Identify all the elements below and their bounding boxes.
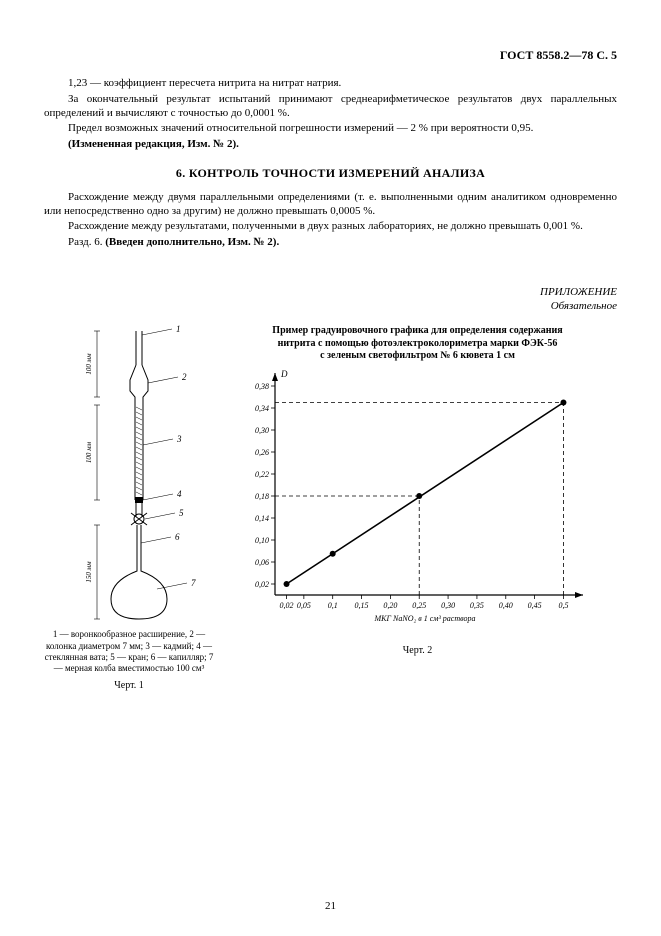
svg-text:150 мм: 150 мм [85,561,93,583]
text-limit: Предел возможных значений относительной … [44,122,617,136]
svg-text:0,20: 0,20 [383,601,397,610]
svg-text:0,1: 0,1 [327,601,337,610]
svg-text:3: 3 [176,434,182,444]
svg-text:0,15: 0,15 [354,601,368,610]
page-number: 21 [0,900,661,914]
section-6-title: 6. КОНТРОЛЬ ТОЧНОСТИ ИЗМЕРЕНИЙ АНАЛИЗА [44,166,617,181]
svg-text:0,06: 0,06 [255,558,269,567]
appendix-title: ПРИЛОЖЕНИЕ [44,286,617,300]
text-amend2-plain: Разд. 6. [68,236,105,248]
svg-text:0,5: 0,5 [558,601,568,610]
figure-2-title-l1: Пример градуировочного графика для опред… [272,325,562,336]
figure-2-label: Черт. 2 [218,645,617,658]
figures-row: 100 мм 100 мм 150 мм 1 2 3 4 5 6 7 1 — воронкообр… [44,325,617,693]
svg-text:D: D [280,369,288,379]
svg-text:6: 6 [175,532,180,542]
text-amend1: (Измененная редакция, Изм. № 2). [44,138,617,152]
page-header: ГОСТ 8558.2—78 С. 5 [44,48,617,63]
svg-text:0,34: 0,34 [255,404,269,413]
svg-text:0,18: 0,18 [255,492,269,501]
svg-text:2: 2 [182,372,187,382]
text-diff1: Расхождение между двумя параллельными оп… [44,191,617,219]
figure-2-title: Пример градуировочного графика для опред… [218,325,617,363]
text-amend2-bold: (Введен дополнительно, Изм. № 2). [105,236,279,248]
svg-text:5: 5 [179,508,184,518]
svg-text:100 мм: 100 мм [85,442,93,464]
svg-text:0,38: 0,38 [255,382,269,391]
svg-text:1: 1 [176,325,181,334]
svg-text:0,02: 0,02 [255,580,269,589]
text-diff2: Расхождение между результатами, полученн… [44,220,617,234]
figure-2-title-l2: нитрита с помощью фотоэлектроколориметра… [278,338,558,349]
svg-text:МКГ NaNO₂ в 1 см³ раствора: МКГ NaNO₂ в 1 см³ раствора [373,614,475,623]
appendix-sub: Обязательное [44,300,617,314]
figure-1: 100 мм 100 мм 150 мм 1 2 3 4 5 6 7 1 — воронкообр… [44,325,214,693]
svg-text:100 мм: 100 мм [85,353,93,375]
figure-1-svg: 100 мм 100 мм 150 мм 1 2 3 4 5 6 7 [49,325,209,625]
svg-text:0,05: 0,05 [296,601,310,610]
text-final: За окончательный результат испытаний при… [44,93,617,121]
svg-text:0,02: 0,02 [279,601,293,610]
svg-text:0,30: 0,30 [441,601,455,610]
svg-text:7: 7 [191,578,196,588]
svg-text:0,26: 0,26 [255,448,269,457]
figure-2-title-l3: с зеленым светофильтром № 6 кювета 1 см [320,350,515,361]
svg-text:0,22: 0,22 [255,470,269,479]
svg-text:0,14: 0,14 [255,514,269,523]
figure-1-label: Черт. 1 [44,680,214,693]
text-amend2: Разд. 6. (Введен дополнительно, Изм. № 2… [44,236,617,250]
figure-1-legend: 1 — воронкообразное расширение, 2 — коло… [44,629,214,674]
svg-text:4: 4 [177,489,182,499]
text-coeff: 1,23 — коэффициент пересчета нитрита на … [44,77,617,91]
figure-2: Пример градуировочного графика для опред… [218,325,617,657]
svg-text:0,10: 0,10 [255,536,269,545]
svg-text:0,35: 0,35 [469,601,483,610]
svg-text:0,30: 0,30 [255,426,269,435]
svg-text:0,25: 0,25 [412,601,426,610]
svg-text:0,45: 0,45 [527,601,541,610]
appendix-block: ПРИЛОЖЕНИЕ Обязательное [44,286,617,314]
svg-text:0,40: 0,40 [498,601,512,610]
page: ГОСТ 8558.2—78 С. 5 1,23 — коэффициент п… [0,0,661,936]
figure-2-svg: 0,02 0,06 0,10 0,14 0,18 0,22 0,26 0,30 0,34 0,38… [233,369,603,639]
